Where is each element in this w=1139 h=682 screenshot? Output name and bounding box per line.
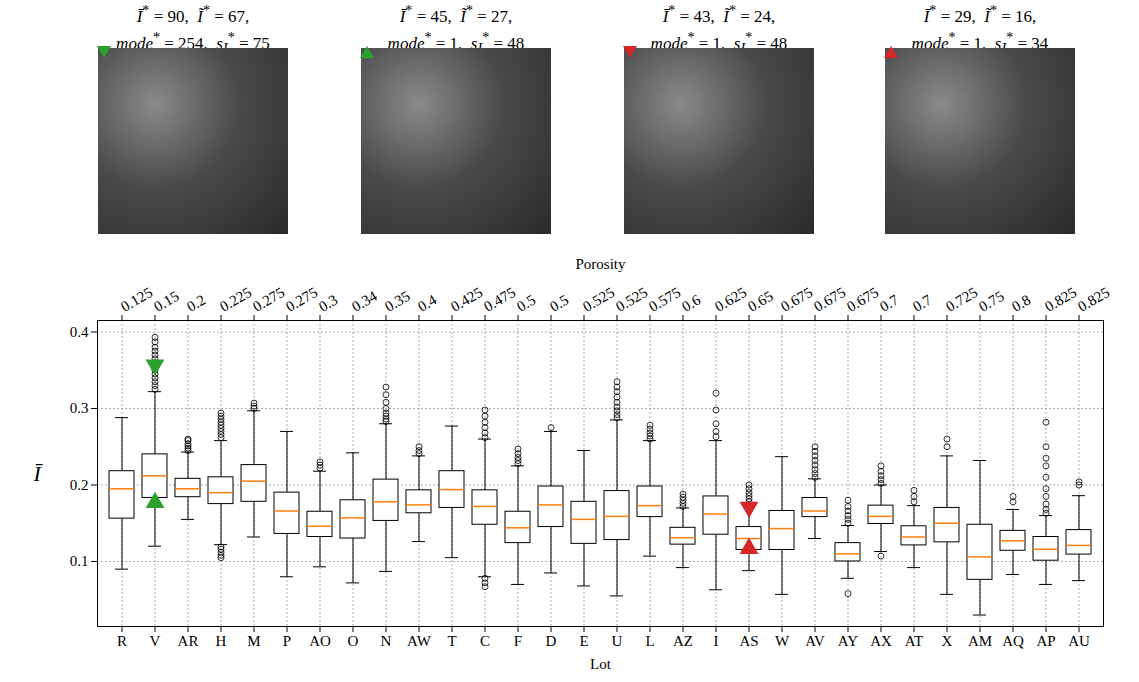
svg-text:AU: AU	[1068, 633, 1090, 649]
html-text:Ī*= 45, Ĩ*= 27,: Ī*= 45, Ĩ*= 27,	[399, 2, 513, 26]
svg-text:AR: AR	[178, 633, 199, 649]
svg-text:T: T	[447, 633, 456, 649]
svg-text:Lot: Lot	[590, 656, 612, 672]
svg-text:V: V	[150, 633, 161, 649]
svg-text:0.425: 0.425	[448, 284, 485, 315]
svg-text:0.8: 0.8	[1009, 292, 1033, 315]
svg-text:0.675: 0.675	[844, 284, 881, 315]
svg-text:AQ: AQ	[1002, 633, 1024, 649]
svg-text:C: C	[480, 633, 490, 649]
svg-text:0.5: 0.5	[547, 292, 571, 315]
svg-text:0.475: 0.475	[481, 284, 518, 315]
svg-text:AZ: AZ	[673, 633, 693, 649]
svg-text:0.625: 0.625	[712, 284, 749, 315]
svg-text:0.5: 0.5	[514, 292, 538, 315]
svg-text:AX: AX	[870, 633, 892, 649]
svg-text:0.825: 0.825	[1042, 284, 1079, 315]
svg-text:0.275: 0.275	[250, 284, 287, 315]
svg-text:AV: AV	[805, 633, 825, 649]
html-text:mode*= 1, s I: mode*= 1, s I	[650, 28, 746, 56]
html-text:Ī*= 90, Ĩ*= 67,: Ī*= 90, Ĩ*= 67,	[136, 2, 250, 26]
svg-text:M: M	[247, 633, 260, 649]
html-text:Ī*= 29, Ĩ*= 16,: Ī*= 29, Ĩ*= 16,	[923, 2, 1037, 26]
svg-text:0.6: 0.6	[679, 291, 704, 314]
html-text:Ī*= 43, Ĩ*= 24,: Ī*= 43, Ĩ*= 24,	[662, 2, 776, 26]
svg-text:AS: AS	[739, 633, 758, 649]
svg-text:AO: AO	[309, 633, 331, 649]
svg-text:X: X	[942, 633, 953, 649]
svg-text:Porosity: Porosity	[575, 256, 626, 272]
svg-text:N: N	[381, 633, 392, 649]
svg-text:R: R	[117, 633, 127, 649]
svg-text:0.825: 0.825	[1075, 284, 1112, 315]
svg-text:AW: AW	[407, 633, 432, 649]
svg-text:0.275: 0.275	[283, 284, 320, 315]
svg-text:0.3: 0.3	[70, 400, 89, 416]
html-text:*= 75: *= 75	[227, 28, 270, 53]
html-text:*= 48: *= 48	[482, 28, 525, 53]
html-text:*= 34: *= 34	[1006, 28, 1049, 53]
svg-text:0.525: 0.525	[580, 284, 617, 315]
svg-text:O: O	[348, 633, 359, 649]
svg-text:0.2: 0.2	[184, 292, 208, 315]
html-text:mode*= 254, s I: mode*= 254, s I	[116, 28, 228, 56]
svg-text:0.4: 0.4	[415, 291, 440, 314]
svg-text:0.725: 0.725	[943, 284, 980, 315]
svg-text:0.525: 0.525	[613, 284, 650, 315]
svg-text:0.7: 0.7	[877, 291, 902, 314]
svg-text:AT: AT	[905, 633, 923, 649]
svg-text:0.65: 0.65	[745, 288, 776, 315]
svg-text:0.575: 0.575	[646, 284, 683, 315]
html-text:mode*= 1, s I: mode*= 1, s I	[387, 28, 483, 56]
svg-text:0.125: 0.125	[118, 284, 155, 315]
svg-text:0.1: 0.1	[70, 553, 89, 569]
svg-text:AM: AM	[968, 633, 992, 649]
svg-text:0.4: 0.4	[70, 324, 89, 340]
svg-text:E: E	[579, 633, 588, 649]
html-text:mode*= 1, s I: mode*= 1, s I	[911, 28, 1007, 56]
svg-text:W: W	[775, 633, 790, 649]
svg-text:0.225: 0.225	[217, 284, 254, 315]
svg-text:I: I	[714, 633, 719, 649]
svg-text:0.15: 0.15	[151, 288, 182, 315]
svg-text:Ī: Ī	[33, 461, 44, 486]
svg-text:H: H	[216, 633, 227, 649]
svg-text:L: L	[645, 633, 654, 649]
svg-text:0.2: 0.2	[70, 477, 89, 493]
svg-text:F: F	[514, 633, 522, 649]
svg-text:AY: AY	[838, 633, 858, 649]
svg-text:0.675: 0.675	[778, 284, 815, 315]
svg-text:0.7: 0.7	[910, 291, 935, 314]
svg-text:AP: AP	[1036, 633, 1055, 649]
svg-text:D: D	[546, 633, 557, 649]
svg-text:0.3: 0.3	[316, 292, 340, 315]
svg-text:P: P	[283, 633, 291, 649]
svg-text:0.34: 0.34	[349, 288, 380, 315]
svg-text:U: U	[612, 633, 623, 649]
svg-text:0.675: 0.675	[811, 284, 848, 315]
svg-text:0.75: 0.75	[976, 288, 1007, 315]
html-text:*= 48: *= 48	[745, 28, 788, 53]
svg-text:0.35: 0.35	[382, 288, 413, 315]
